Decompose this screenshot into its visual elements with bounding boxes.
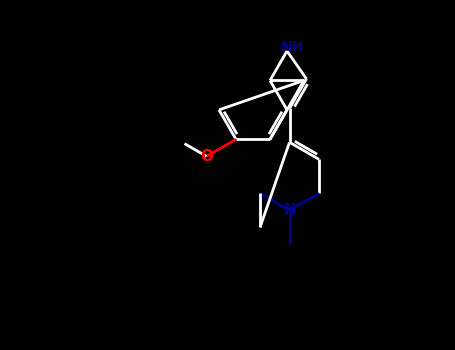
Text: N: N [283, 203, 296, 218]
Text: O: O [200, 149, 213, 164]
Text: NH: NH [280, 40, 303, 54]
